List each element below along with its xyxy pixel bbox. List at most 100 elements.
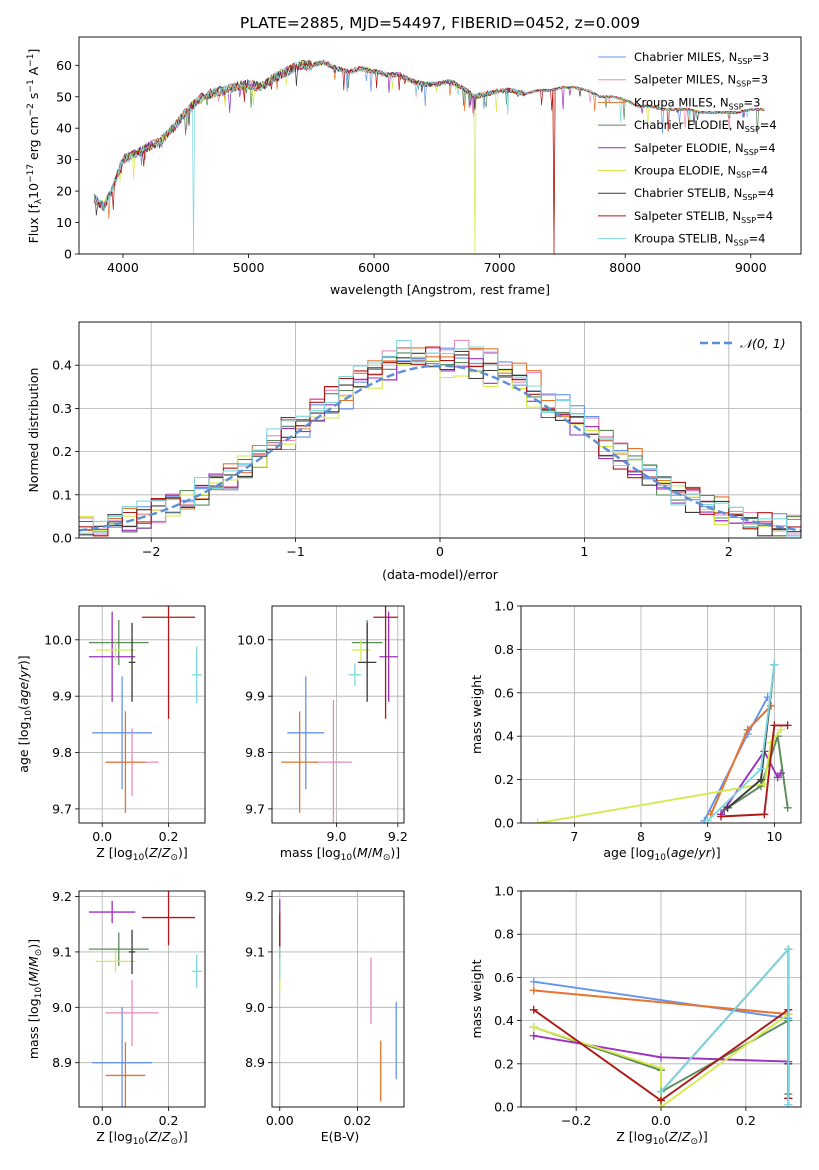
weight-marker: [783, 803, 792, 812]
x-tick-label: 7: [570, 829, 578, 844]
legend-entry: Salpeter STELIB, NSSP=4: [634, 209, 773, 225]
y-tick-label: 9.9: [52, 689, 72, 704]
y-axis-label: mass [log10(M/M⊙)]: [26, 939, 44, 1059]
y-tick-label: 9.2: [245, 889, 265, 904]
y-tick-label: 9.8: [245, 745, 265, 760]
x-axis-label: E(B-V): [321, 1129, 360, 1144]
y-tick-label: 8.9: [52, 1055, 72, 1070]
legend-entry: 𝒩(0, 1): [740, 336, 786, 351]
axes-frame: [78, 890, 206, 1108]
y-tick-label: 0.8: [494, 927, 514, 942]
axes-mass_vs_ebv: 0.00 0.02 8.9 9.0 9.1 9.2 E(B-V): [245, 889, 405, 1144]
axes-age_vs_Z: 0.0 0.2 9.7 9.8 9.9 10.0 Z [log10(Z/Z⊙)] age [l…: [16, 605, 206, 863]
y-tick-label: 0.0: [494, 816, 514, 831]
y-tick-label: 9.7: [52, 801, 72, 816]
weight-marker: [784, 945, 793, 954]
plot-area: [79, 891, 205, 1107]
axes-frame: [78, 605, 206, 824]
legend-entry: Chabrier ELODIE, NSSP=4: [634, 118, 777, 134]
x-axis-label: mass [log10(M/M⊙)]: [280, 845, 400, 863]
y-axis-label: age [log10(age/yr)]: [16, 655, 34, 772]
x-axis-label: Z [log10(Z/Z⊙)]: [96, 845, 188, 863]
weight-marker: [717, 812, 725, 821]
plot-area: [79, 322, 801, 538]
weight-marker: [743, 725, 752, 734]
axes-weight_vs_Z: −0.2 0.0 0.2 0.0 0.2 0.4 0.6 0.8 1.0 Z [log10(Z/Z…: [469, 884, 802, 1147]
x-axis-label: (data-model)/error: [382, 567, 499, 582]
plot-area: [521, 606, 801, 823]
y-axis-label: mass weight: [469, 675, 484, 754]
axes-frame: [271, 890, 405, 1108]
weight-marker: [657, 1096, 665, 1105]
x-tick-label: 6000: [358, 260, 390, 275]
weight-marker: [783, 721, 792, 730]
weight-marker: [770, 660, 779, 669]
y-tick-label: 9.0: [52, 1000, 72, 1015]
x-axis-label: age [log10(age/yr)]: [603, 845, 720, 863]
weight-marker: [529, 1031, 538, 1040]
x-tick-label: 10: [766, 829, 782, 844]
y-tick-label: 60: [56, 58, 72, 73]
y-tick-label: 0.6: [494, 970, 514, 985]
weight-marker: [529, 1023, 538, 1032]
x-tick-label: 9.2: [388, 829, 408, 844]
x-tick-label: 5000: [233, 260, 265, 275]
legend-entry: Kroupa MILES, NSSP=3: [634, 95, 760, 111]
y-tick-label: 10: [56, 215, 72, 230]
x-tick-label: 0.2: [736, 1113, 756, 1128]
weight-marker: [657, 1087, 665, 1096]
x-tick-label: −2: [142, 544, 160, 559]
x-tick-label: −1: [286, 544, 304, 559]
y-tick-label: 20: [56, 184, 72, 199]
weight-marker: [533, 819, 542, 823]
y-tick-label: 0.2: [494, 1056, 514, 1071]
x-tick-label: 0: [436, 544, 444, 559]
weight-marker: [770, 721, 779, 730]
legend-entry: Salpeter ELODIE, NSSP=4: [634, 141, 776, 157]
y-tick-label: 0.4: [494, 1013, 514, 1028]
x-tick-label: 0.2: [159, 1113, 179, 1128]
plot-area: [272, 891, 404, 1107]
y-tick-label: 8.9: [245, 1055, 265, 1070]
figure-title: PLATE=2885, MJD=54497, FIBERID=0452, z=0…: [240, 14, 640, 32]
y-tick-label: 0.1: [52, 487, 72, 502]
x-tick-label: 0.0: [92, 1113, 112, 1128]
axes-frame: [520, 890, 802, 1108]
weight-marker: [767, 738, 775, 747]
spectrum-line: [93, 59, 765, 254]
x-tick-label: 1: [580, 544, 588, 559]
y-axis-label: mass weight: [469, 959, 484, 1038]
y-tick-label: 40: [56, 121, 72, 136]
x-axis-label: Z [log10(Z/Z⊙)]: [96, 1129, 188, 1147]
y-tick-label: 30: [56, 152, 72, 167]
y-tick-label: 9.0: [245, 1000, 265, 1015]
weight-marker: [777, 725, 785, 734]
axes-residuals: −2 −1 0 1 2 0.0 0.1 0.2 0.3 0.4 𝒩(0, 1) (data-model…: [26, 321, 802, 582]
x-tick-label: 9: [704, 829, 712, 844]
y-tick-label: 0.4: [52, 358, 72, 373]
y-tick-label: 9.1: [52, 944, 72, 959]
legend-entry: Chabrier STELIB, NSSP=4: [634, 186, 774, 202]
legend-entry: Kroupa STELIB, NSSP=4: [634, 232, 765, 248]
y-tick-label: 0.3: [52, 401, 72, 416]
axes-frame: [520, 605, 802, 824]
y-tick-label: 1.0: [494, 884, 514, 899]
x-tick-label: −0.2: [561, 1113, 591, 1128]
x-axis-label: Z [log10(Z/Z⊙)]: [616, 1129, 708, 1147]
spectrum-line: [93, 59, 765, 254]
weight-line: [720, 749, 782, 815]
x-tick-label: 7000: [484, 260, 516, 275]
weight-marker: [529, 986, 538, 995]
weight-marker: [657, 1064, 665, 1073]
y-tick-label: 9.8: [52, 745, 72, 760]
x-tick-label: 0.02: [343, 1113, 371, 1128]
y-tick-label: 0: [64, 247, 72, 262]
x-tick-label: 9.0: [327, 829, 347, 844]
weight-marker: [723, 803, 732, 812]
legend-entry: Chabrier MILES, NSSP=3: [634, 50, 769, 66]
weight-marker: [784, 1100, 793, 1107]
x-axis-label: wavelength [Angstrom, rest frame]: [330, 282, 550, 297]
axes-age_vs_mass: 9.0 9.2 9.7 9.8 9.9 10.0 mass [log10(M/M⊙)]: [237, 605, 408, 863]
axes-frame: [78, 36, 802, 255]
